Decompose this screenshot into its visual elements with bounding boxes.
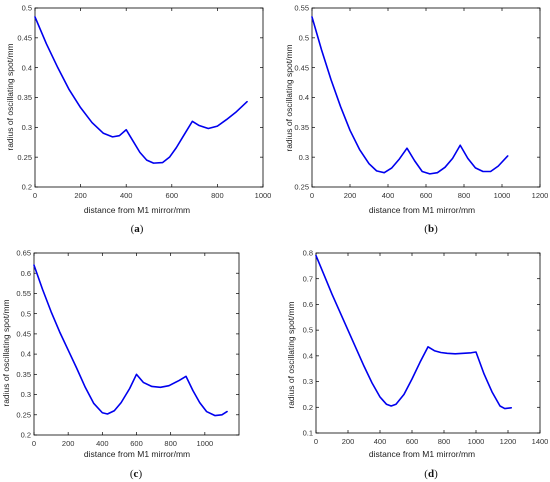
x-tick-label: 600: [406, 437, 419, 446]
x-tick-label: 200: [342, 437, 355, 446]
panel-caption: (c): [130, 468, 143, 480]
x-tick-label: 1200: [500, 437, 517, 446]
x-tick-label: 1000: [255, 191, 272, 200]
x-tick-label: 200: [74, 191, 87, 200]
x-tick-label: 400: [120, 191, 133, 200]
y-tick-label: 0.4: [299, 93, 309, 102]
y-tick-label: 0.45: [17, 33, 32, 42]
y-tick-label: 0.25: [16, 410, 31, 419]
x-axis-label: distance from M1 mirror/mm: [84, 205, 190, 215]
y-tick-label: 0.2: [303, 403, 313, 412]
x-tick-label: 600: [130, 439, 143, 448]
panel-c: 0 200 400 600 800 1000 0.2 0.25 0.3 0.35 0.4 0.45 0.…: [1, 249, 240, 480]
x-axis-label: distance from M1 mirror/mm: [369, 449, 475, 459]
y-tick-label: 0.65: [16, 249, 31, 258]
y-tick-label: 0.4: [21, 350, 31, 359]
y-tick-label: 0.25: [17, 153, 32, 162]
y-axis-label: radius of oscillating spot/mm: [1, 299, 11, 406]
y-tick-label: 0.35: [294, 123, 309, 132]
x-tick-label: 1000: [468, 437, 485, 446]
y-tick-label: 0.2: [21, 431, 31, 440]
series-line: [33, 264, 228, 417]
x-tick-label: 0: [33, 191, 37, 200]
y-axis-label: radius of oscillating spot/mm: [284, 44, 294, 151]
x-tick-label: 800: [164, 439, 177, 448]
y-tick-label: 0.55: [16, 289, 31, 298]
x-tick-label: 0: [310, 191, 314, 200]
x-axis-label: distance from M1 mirror/mm: [84, 449, 190, 459]
y-axis-label: radius of oscillating spot/mm: [286, 301, 296, 408]
axes-frame: [315, 252, 541, 434]
y-tick-label: 0.35: [16, 370, 31, 379]
y-tick-label: 0.5: [22, 4, 32, 13]
y-tick-label: 0.5: [21, 309, 31, 318]
y-tick-label: 0.4: [22, 63, 32, 72]
y-tick-label: 0.45: [16, 329, 31, 338]
x-axis-label: distance from M1 mirror/mm: [369, 205, 475, 215]
x-tick-label: 800: [211, 191, 224, 200]
panel-d: 0 200 400 600 800 1000 1200 1400 0.1 0.2 0.3 0.4 0.5…: [286, 249, 548, 480]
x-tick-label: 400: [374, 437, 387, 446]
x-tick-label: 400: [96, 439, 109, 448]
axes-frame: [34, 7, 264, 188]
x-tick-label: 600: [166, 191, 179, 200]
series-line: [311, 16, 509, 175]
x-tick-label: 800: [458, 191, 471, 200]
axes-frame: [311, 7, 541, 188]
y-tick-label: 0.3: [21, 390, 31, 399]
x-tick-label: 0: [32, 439, 36, 448]
y-tick-label: 0.3: [303, 377, 313, 386]
y-tick-label: 0.4: [303, 351, 313, 360]
x-tick-label: 200: [344, 191, 357, 200]
x-tick-label: 1000: [196, 439, 213, 448]
y-tick-label: 0.35: [17, 93, 32, 102]
x-tick-label: 200: [62, 439, 75, 448]
x-tick-label: 1400: [532, 437, 549, 446]
y-tick-label: 0.6: [303, 300, 313, 309]
series-line: [315, 254, 513, 410]
x-tick-label: 0: [314, 437, 318, 446]
panel-caption: (d): [424, 468, 438, 480]
x-tick-label: 1200: [532, 191, 549, 200]
y-tick-label: 0.7: [303, 274, 313, 283]
panel-caption: (b): [424, 223, 438, 235]
y-tick-label: 0.8: [303, 249, 313, 258]
y-tick-label: 0.45: [294, 63, 309, 72]
panel-caption: (a): [131, 223, 144, 235]
y-tick-label: 0.25: [294, 183, 309, 192]
x-tick-label: 600: [420, 191, 433, 200]
y-tick-label: 0.5: [303, 326, 313, 335]
y-tick-label: 0.2: [22, 183, 32, 192]
panel-b: 0 200 400 600 800 1000 1200 0.25 0.3 0.35 0.4 0.45 0…: [284, 4, 548, 235]
x-tick-label: 400: [382, 191, 395, 200]
x-tick-label: 800: [438, 437, 451, 446]
series-line: [34, 16, 248, 164]
y-tick-label: 0.6: [21, 269, 31, 278]
y-axis-label: radius of oscillating spot/mm: [5, 43, 15, 150]
panel-a: 0 200 400 600 800 1000 0.2 0.25 0.3 0.35 0.4 0.45 0.…: [5, 4, 271, 235]
x-tick-label: 1000: [494, 191, 511, 200]
y-tick-label: 0.3: [299, 153, 309, 162]
y-tick-label: 0.55: [294, 4, 309, 13]
y-tick-label: 0.5: [299, 33, 309, 42]
y-tick-label: 0.3: [22, 123, 32, 132]
y-tick-label: 0.1: [303, 429, 313, 438]
